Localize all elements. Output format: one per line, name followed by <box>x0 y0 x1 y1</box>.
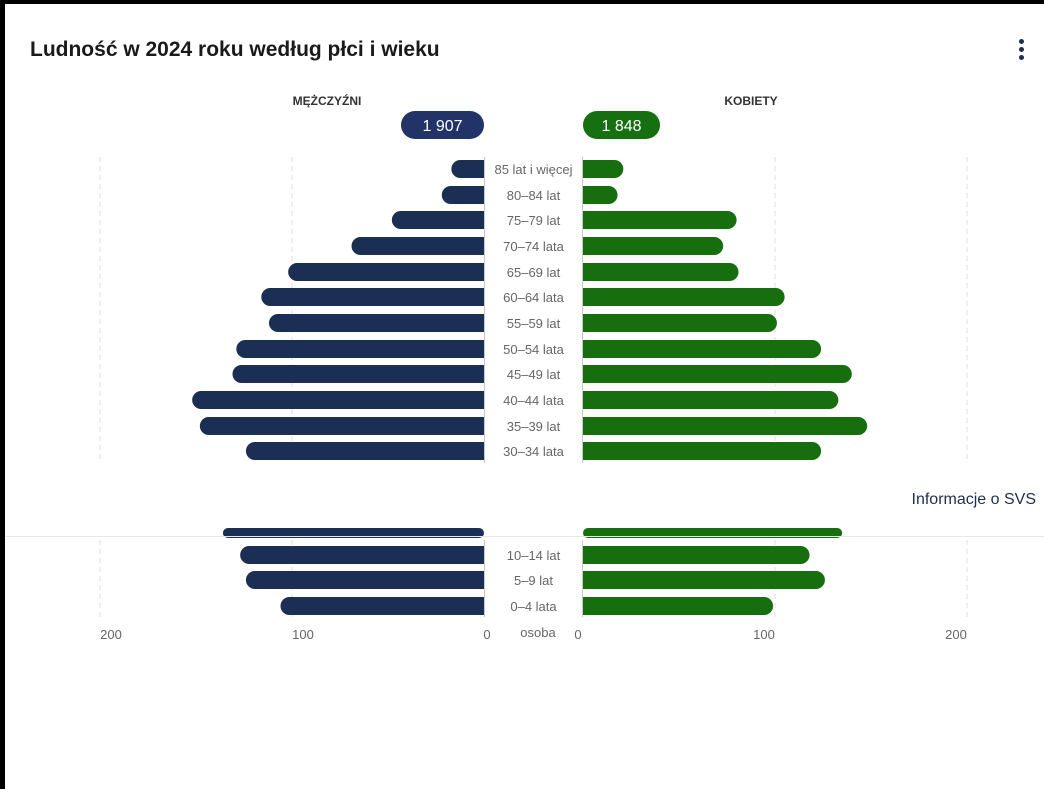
bar-female <box>583 340 822 358</box>
bar-female-flat-end <box>583 391 592 409</box>
bar-female-flat-end <box>583 186 592 204</box>
bar-female-flat-end <box>583 417 592 435</box>
bar-male <box>280 597 484 615</box>
svs-info-link[interactable]: Informacje o SVS <box>911 491 1037 508</box>
age-group-label: 40–44 lata <box>503 393 564 408</box>
bar-male <box>245 571 484 589</box>
age-group-label: 75–79 lat <box>507 213 561 228</box>
bar-male <box>236 340 484 358</box>
x-tick-label: 200 <box>100 627 122 642</box>
bar-female-flat-end <box>583 160 592 178</box>
age-group-label: 60–64 lata <box>503 290 564 305</box>
bar-male <box>199 417 484 435</box>
age-group-label: 85 lat i więcej <box>494 162 572 177</box>
bar-female-flat-end <box>583 263 592 281</box>
age-group-label: 50–54 lata <box>503 342 564 357</box>
bar-male-flat-end <box>475 211 484 229</box>
x-axis-unit-label: osoba <box>520 625 556 640</box>
vertical-dots-icon <box>1018 38 1024 44</box>
age-group-label: 35–39 lat <box>507 419 561 434</box>
bar-female-flat-end <box>583 288 592 306</box>
bar-male <box>288 263 484 281</box>
bar-female <box>583 263 739 281</box>
bar-male-flat-end <box>475 365 484 383</box>
bar-male-flat-end <box>475 263 484 281</box>
male-total-badge <box>401 111 484 139</box>
age-group-label: 55–59 lat <box>507 316 561 331</box>
bar-female <box>583 314 777 332</box>
bar-female-flat-end <box>583 314 592 332</box>
age-group-label: 45–49 lat <box>507 367 561 382</box>
male-total-value: 1 907 <box>422 118 462 135</box>
x-tick-label: 0 <box>483 627 490 642</box>
bar-male-flat-end <box>475 340 484 358</box>
bar-male-flat-end <box>475 288 484 306</box>
bar-male <box>232 365 484 383</box>
female-total-badge <box>583 111 660 139</box>
bar-female-flat-end <box>583 442 592 460</box>
male-series-label: MĘŻCZYŹNI <box>293 93 362 108</box>
female-series-label: KOBIETY <box>724 94 777 108</box>
more-options-button[interactable] <box>1008 34 1034 64</box>
bar-male <box>245 442 484 460</box>
bar-male-flat-end <box>475 186 484 204</box>
bar-female <box>583 442 822 460</box>
x-tick-label: 200 <box>945 627 967 642</box>
bar-female <box>583 597 774 615</box>
bar-female <box>583 288 785 306</box>
bar-male-flat-end <box>475 571 484 589</box>
x-tick-label: 0 <box>574 627 581 642</box>
bar-female <box>583 160 624 178</box>
bar-male-flat-end <box>475 597 484 615</box>
bar-female-flat-end <box>583 546 592 564</box>
chart-title: Ludność w 2024 roku według płci i wieku <box>30 38 440 61</box>
age-group-label: 80–84 lat <box>507 188 561 203</box>
bar-female <box>583 417 868 435</box>
bar-male <box>240 546 484 564</box>
bar-male <box>268 314 484 332</box>
bar-male-flat-end <box>475 160 484 178</box>
age-group-label: 30–34 lata <box>503 444 564 459</box>
age-group-label: 65–69 lat <box>507 265 561 280</box>
age-group-label: 5–9 lat <box>514 573 553 588</box>
bar-male <box>261 288 484 306</box>
bar-female-flat-end <box>583 211 592 229</box>
bar-female-flat-end <box>583 571 592 589</box>
bar-male <box>192 391 484 409</box>
x-tick-label: 100 <box>292 627 314 642</box>
bar-female-flat-end <box>583 237 592 255</box>
bar-female <box>583 391 839 409</box>
age-group-label: 0–4 lata <box>510 599 557 614</box>
bar-female <box>583 571 825 589</box>
bar-female-flat-end <box>583 597 592 615</box>
age-group-label: 70–74 lata <box>503 239 564 254</box>
bar-male-partial <box>222 528 484 538</box>
bar-female <box>583 546 810 564</box>
bar-female-partial <box>583 528 843 538</box>
x-tick-label: 100 <box>753 627 775 642</box>
bar-female <box>583 211 737 229</box>
info-strip <box>5 466 1044 528</box>
bar-female <box>583 237 724 255</box>
bar-male-flat-end <box>475 237 484 255</box>
bar-male <box>441 186 484 204</box>
bar-male-flat-end <box>475 417 484 435</box>
age-group-label: 10–14 lat <box>507 548 561 563</box>
bar-male-flat-end <box>475 391 484 409</box>
female-total-value: 1 848 <box>601 118 641 135</box>
bar-female <box>583 365 852 383</box>
bar-male-flat-end <box>475 314 484 332</box>
bar-female-flat-end <box>583 340 592 358</box>
bar-male-flat-end <box>475 442 484 460</box>
bar-female-flat-end <box>583 365 592 383</box>
bar-male <box>391 211 484 229</box>
bar-male-flat-end <box>475 546 484 564</box>
bar-male <box>351 237 484 255</box>
